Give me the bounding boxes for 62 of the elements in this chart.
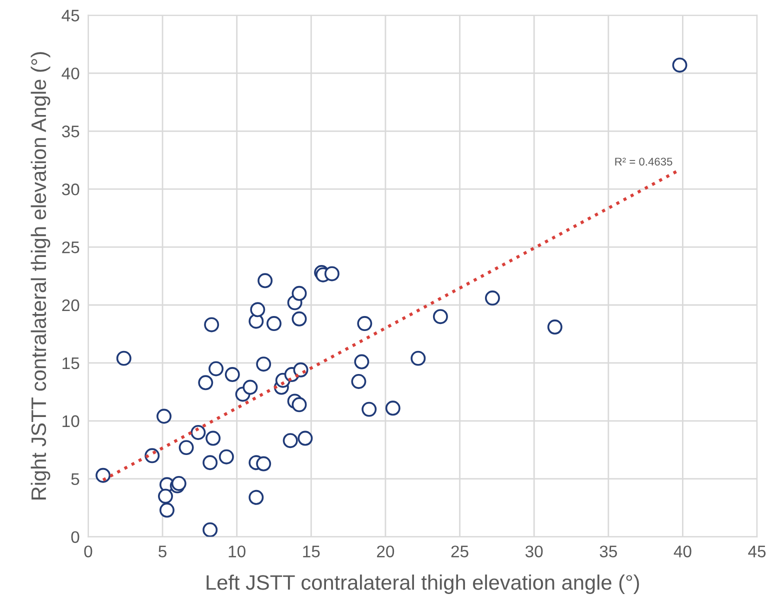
point bbox=[410, 350, 426, 366]
point bbox=[357, 316, 372, 332]
point bbox=[159, 502, 174, 518]
x-tick-label: 35 bbox=[600, 546, 617, 558]
point bbox=[206, 430, 221, 446]
point bbox=[293, 362, 308, 378]
x-tick-label: 45 bbox=[748, 546, 766, 558]
y-tick-label: 25 bbox=[62, 241, 80, 254]
point bbox=[672, 58, 688, 73]
x-tick-label: 40 bbox=[674, 546, 692, 558]
point bbox=[547, 320, 562, 335]
y-tick-label: 15 bbox=[62, 358, 80, 370]
x-tick-label: 20 bbox=[377, 546, 394, 558]
y-tick-label: 0 bbox=[71, 531, 80, 544]
point bbox=[484, 290, 500, 306]
x-axis-title: Left JSTT contralateral thigh elevation angle (°) bbox=[206, 574, 639, 594]
point bbox=[224, 367, 240, 382]
point bbox=[282, 433, 298, 448]
point bbox=[158, 488, 173, 504]
annotation: R² = 0.4635 bbox=[615, 158, 672, 166]
point bbox=[250, 302, 266, 318]
point bbox=[266, 316, 282, 332]
point bbox=[242, 380, 258, 395]
x-tick-label: 0 bbox=[84, 546, 92, 558]
point bbox=[354, 354, 370, 370]
y-tick-label: 40 bbox=[62, 68, 80, 80]
point bbox=[96, 468, 111, 483]
x-tick-label: 10 bbox=[228, 546, 246, 558]
point bbox=[178, 440, 194, 456]
point bbox=[202, 522, 218, 537]
point bbox=[190, 424, 206, 440]
y-tick-label: 45 bbox=[62, 10, 80, 22]
point bbox=[292, 311, 307, 326]
point bbox=[202, 455, 218, 470]
point bbox=[292, 286, 307, 301]
point bbox=[198, 375, 214, 390]
point bbox=[432, 309, 448, 324]
point bbox=[298, 430, 313, 446]
point bbox=[362, 402, 377, 417]
x-tick-label: 5 bbox=[158, 546, 166, 558]
point bbox=[256, 356, 272, 372]
y-tick-label: 10 bbox=[62, 415, 80, 428]
point bbox=[292, 397, 307, 412]
x-tick-label: 25 bbox=[451, 546, 468, 558]
point bbox=[258, 273, 273, 288]
point bbox=[324, 266, 340, 282]
y-tick-label: 20 bbox=[62, 299, 80, 312]
y-tick-label: 35 bbox=[62, 126, 80, 138]
point bbox=[351, 374, 366, 389]
point bbox=[248, 490, 264, 505]
y-tick-label: 5 bbox=[71, 473, 80, 486]
y-axis-title: Right JSTT contralateral thigh elevation Angle (°) bbox=[30, 52, 50, 500]
point bbox=[116, 350, 132, 366]
x-tick-label: 15 bbox=[303, 546, 320, 558]
point bbox=[218, 449, 234, 464]
point bbox=[256, 456, 272, 472]
point bbox=[385, 400, 400, 416]
point bbox=[204, 317, 220, 332]
x-tick-label: 30 bbox=[525, 546, 543, 558]
y-tick-label: 30 bbox=[62, 184, 80, 196]
point bbox=[208, 361, 224, 376]
point bbox=[156, 408, 172, 424]
